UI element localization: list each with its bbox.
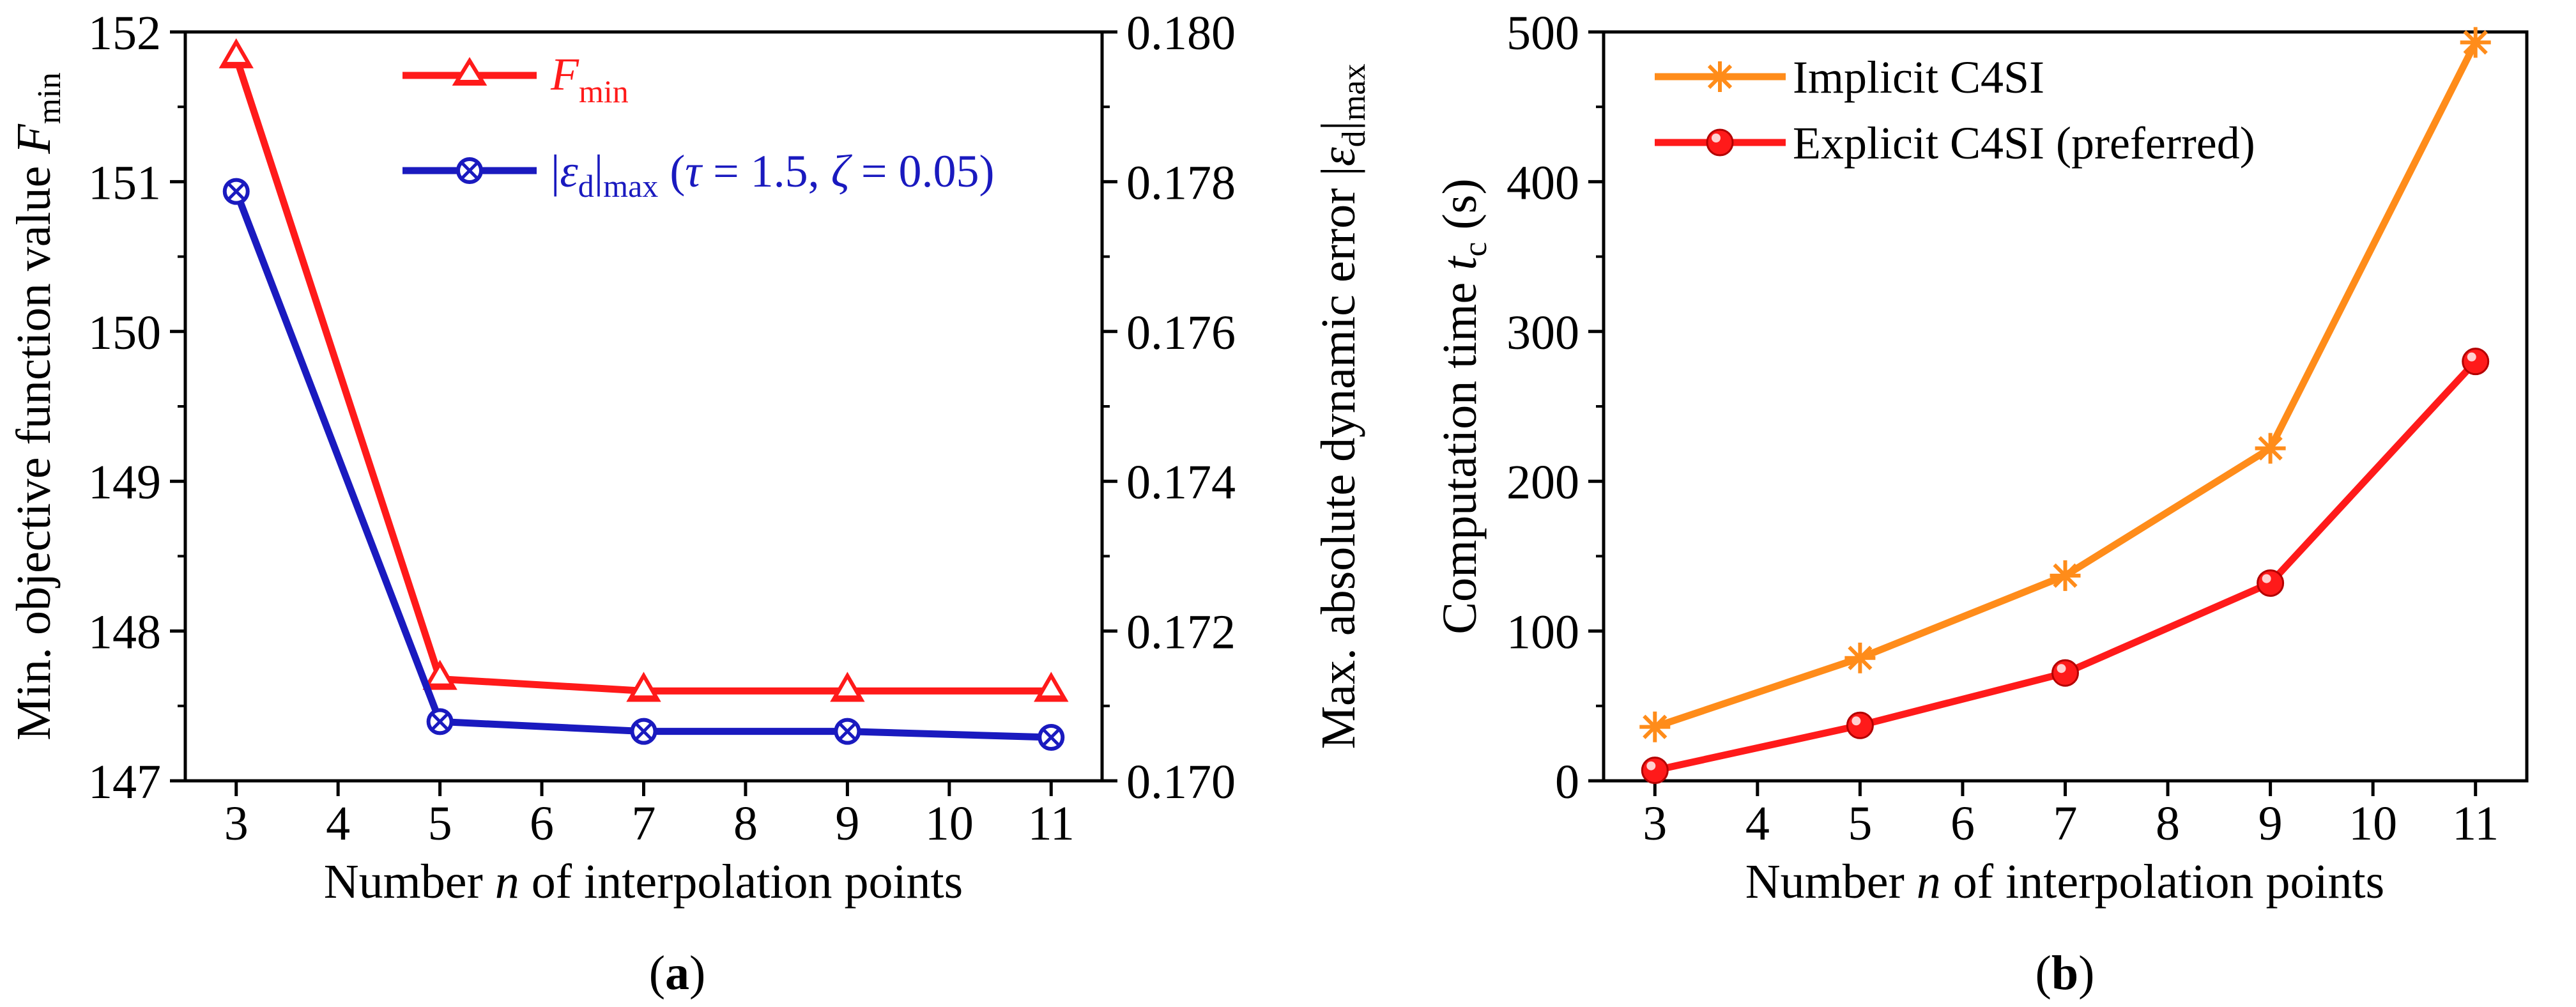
panel-b-x-tick-label: 7 — [2053, 797, 2078, 850]
panel-a-x-tick-label: 8 — [733, 797, 758, 850]
data-point-ball-4 — [2462, 348, 2490, 376]
panel-b-x-tick-label: 9 — [2258, 797, 2283, 850]
panel-a-x-axis-label: Number n of interpolation points — [324, 855, 963, 909]
data-point-circle-x-2 — [630, 718, 657, 745]
data-point-asterisk-3 — [2255, 433, 2286, 464]
panel-a-x-tick-label: 6 — [530, 797, 554, 850]
panel-a-left-y-tick-label: 151 — [88, 156, 161, 210]
legend-explicit-ball-icon — [1706, 128, 1734, 157]
data-point-circle-x-0 — [222, 178, 250, 205]
data-point-circle-x-4 — [1038, 724, 1065, 751]
legend-explicit-label: Explicit C4SI (preferred) — [1793, 118, 2255, 169]
panel-a-x-tick-label: 4 — [326, 797, 350, 850]
panel-b-x-tick-label: 4 — [1745, 797, 1770, 850]
panel-a-legend: Fmin |εd|max (τ = 1.5, ζ = 0.05) — [402, 49, 994, 204]
panel-a-left-y-tick-label: 147 — [88, 755, 161, 809]
panel-b-legend: Implicit C4SI Explicit C4SI (preferred) — [1655, 52, 2255, 169]
panel-b-x-tick-label: 10 — [2349, 797, 2397, 850]
data-point-ball-1 — [1846, 711, 1874, 739]
panel-a-left-y-tick-label: 148 — [88, 606, 161, 659]
panel-a-left-y-axis-label: Min. objective function value Fmin — [7, 72, 68, 740]
panel-b-y-tick-label: 300 — [1506, 306, 1579, 360]
data-point-triangle-4 — [1034, 672, 1069, 702]
panel-b-x-tick-label: 5 — [1848, 797, 1872, 850]
panel-a-right-y-tick-label: 0.180 — [1126, 6, 1236, 60]
panel-b-x-tick-label: 6 — [1951, 797, 1975, 850]
panel-a-left-y-tick-label: 149 — [88, 456, 161, 509]
legend-eps-marker-x2 — [461, 162, 479, 180]
panel-a-x-tick-label: 9 — [835, 797, 859, 850]
data-point-triangle-2 — [626, 672, 661, 702]
data-point-triangle-1 — [422, 659, 457, 690]
panel-a-right-y-tick-label: 0.178 — [1126, 156, 1236, 210]
panel-a-right-y-tick-label: 0.170 — [1126, 755, 1236, 809]
panel-b-x-tick-label: 11 — [2452, 797, 2499, 850]
data-point-circle-x-1 — [426, 708, 454, 735]
panel-a-right-y-tick-label: 0.172 — [1126, 606, 1236, 659]
series-line-eps-max — [233, 190, 1052, 741]
panel-a-right-y-tick-label: 0.176 — [1126, 306, 1236, 360]
panel-b-ticks: 3 4 5 6 7 8 9 10 11 0 100 200 300 400 500 — [1506, 6, 2499, 850]
legend-explicit-ball-shine — [1712, 134, 1721, 142]
panel-a-ticks: 3 4 5 6 7 8 9 10 11 147 148 149 150 151 152 0.170 0.172 0… — [88, 6, 1236, 850]
panel-b-series — [1639, 27, 2491, 785]
panel-b-y-tick-label: 500 — [1506, 6, 1579, 60]
panel-a-x-tick-label: 5 — [428, 797, 452, 850]
panel-b-y-tick-label: 0 — [1555, 755, 1579, 809]
panel-a-axes-frame — [183, 30, 1104, 783]
legend-eps-label: |εd|max (τ = 1.5, ζ = 0.05) — [551, 146, 994, 204]
panel-b-y-tick-label: 100 — [1506, 606, 1579, 659]
panel-b-x-axis-label: Number n of interpolation points — [1745, 855, 2385, 909]
data-point-ball-2 — [2051, 659, 2079, 687]
legend-fmin-label: Fmin — [550, 49, 629, 109]
panel-a-left-y-tick-label: 150 — [88, 306, 161, 360]
panel-b-chart: 3 4 5 6 7 8 9 10 11 0 100 200 300 400 500 Implicit C4S… — [1433, 6, 2529, 1000]
panel-a-chart: 3 4 5 6 7 8 9 10 11 147 148 149 150 151 152 0.170 0.172 0… — [7, 6, 1372, 1000]
panel-b-x-tick-label: 8 — [2156, 797, 2180, 850]
panel-a-x-tick-label: 7 — [632, 797, 656, 850]
panel-a-left-y-tick-label: 152 — [88, 6, 161, 60]
panel-a-x-tick-label: 10 — [925, 797, 974, 850]
panel-a-x-tick-label: 11 — [1028, 797, 1075, 850]
panel-b-x-tick-label: 3 — [1643, 797, 1667, 850]
panel-a-x-tick-label: 3 — [224, 797, 249, 850]
panel-a-right-y-tick-label: 0.174 — [1126, 456, 1236, 509]
data-point-ball-3 — [2257, 569, 2285, 597]
panel-b-caption: (b) — [2035, 946, 2095, 1000]
panel-b-y-tick-label: 400 — [1506, 156, 1579, 210]
data-point-asterisk-4 — [2460, 27, 2491, 58]
data-point-circle-x-3 — [834, 718, 861, 745]
panel-a-right-y-axis-label: Max. absolute dynamic error |εd|max — [1312, 64, 1372, 749]
panel-a-caption: (a) — [649, 946, 706, 1000]
legend-implicit-label: Implicit C4SI — [1793, 52, 2044, 103]
legend-implicit-asterisk-icon — [1705, 61, 1735, 92]
data-point-asterisk-2 — [2050, 560, 2081, 591]
data-point-asterisk-1 — [1844, 642, 1876, 673]
panel-b-y-tick-label: 200 — [1506, 456, 1579, 509]
data-point-ball-0 — [1641, 757, 1669, 785]
data-point-triangle-3 — [830, 672, 865, 702]
panel-b-y-axis-label: Computation time tc (s) — [1433, 178, 1494, 634]
panel-a-series — [218, 38, 1069, 751]
data-point-asterisk-0 — [1639, 711, 1671, 742]
data-point-triangle-0 — [218, 38, 254, 68]
